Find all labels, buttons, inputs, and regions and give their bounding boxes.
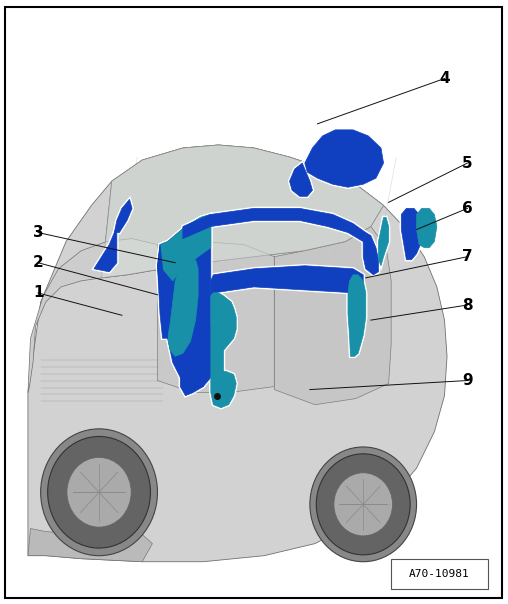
Polygon shape [168, 260, 198, 356]
Polygon shape [363, 233, 378, 275]
Polygon shape [157, 242, 274, 393]
Ellipse shape [48, 437, 150, 548]
Polygon shape [401, 208, 422, 260]
Polygon shape [180, 365, 206, 396]
Polygon shape [290, 163, 312, 196]
Text: A70-10981: A70-10981 [409, 569, 470, 579]
Polygon shape [157, 245, 168, 338]
Polygon shape [28, 239, 163, 393]
Polygon shape [363, 233, 378, 275]
Polygon shape [102, 145, 384, 278]
Text: 8: 8 [462, 298, 472, 312]
Polygon shape [348, 275, 366, 356]
Polygon shape [114, 199, 132, 233]
Text: 3: 3 [33, 225, 43, 240]
Polygon shape [417, 208, 437, 248]
Polygon shape [102, 145, 384, 278]
Polygon shape [183, 208, 366, 242]
Polygon shape [211, 266, 363, 296]
Text: 7: 7 [462, 249, 472, 264]
Polygon shape [28, 528, 152, 562]
Polygon shape [28, 145, 447, 562]
Polygon shape [211, 371, 236, 408]
Polygon shape [401, 208, 422, 260]
Polygon shape [378, 217, 389, 266]
Bar [391, 559, 488, 589]
Polygon shape [305, 130, 384, 187]
Text: 1: 1 [33, 286, 43, 300]
Text: 5: 5 [462, 156, 472, 170]
Text: 4: 4 [439, 71, 450, 86]
Text: 2: 2 [33, 255, 44, 270]
Text: 9: 9 [462, 373, 472, 388]
Polygon shape [160, 214, 211, 281]
Polygon shape [211, 371, 236, 408]
Polygon shape [94, 226, 117, 272]
Ellipse shape [67, 457, 131, 527]
Ellipse shape [41, 429, 157, 556]
Polygon shape [94, 226, 117, 272]
Polygon shape [180, 365, 206, 396]
Polygon shape [114, 199, 132, 233]
Polygon shape [274, 226, 391, 405]
Polygon shape [211, 293, 236, 384]
Polygon shape [305, 130, 384, 187]
Polygon shape [348, 275, 366, 356]
Polygon shape [160, 214, 211, 281]
Polygon shape [378, 217, 389, 266]
Polygon shape [417, 208, 437, 248]
Polygon shape [211, 266, 363, 296]
Polygon shape [168, 260, 198, 356]
Polygon shape [183, 208, 366, 242]
Polygon shape [157, 214, 213, 390]
Polygon shape [157, 245, 168, 338]
Polygon shape [290, 163, 312, 196]
Ellipse shape [316, 454, 410, 555]
Ellipse shape [334, 473, 393, 536]
Polygon shape [211, 293, 236, 384]
Polygon shape [157, 214, 213, 390]
Text: 6: 6 [462, 201, 473, 216]
Ellipse shape [310, 447, 417, 562]
